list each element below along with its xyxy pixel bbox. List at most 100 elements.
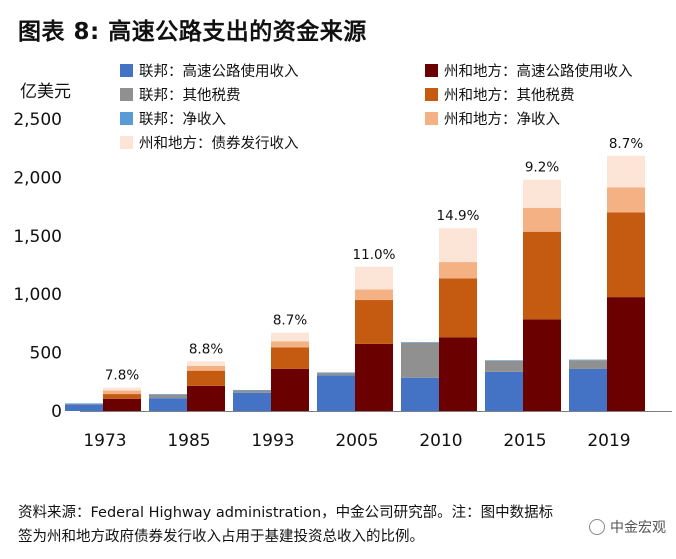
legend-item-state_other: 州和地方：其他税费 — [425, 84, 575, 105]
bar-1973-fed_net — [65, 403, 103, 404]
bar-2005-state_fuel — [355, 343, 393, 411]
bar-2005-state_other — [355, 300, 393, 344]
bar-1985-state_bond — [187, 361, 225, 367]
bar-2019-state_bond — [607, 155, 645, 188]
x-tick-label: 2015 — [503, 431, 546, 451]
bar-annotation: 9.2% — [525, 160, 559, 176]
legend-swatch-state_net — [425, 112, 438, 125]
legend-item-state_bond: 州和地方：债券发行收入 — [120, 132, 299, 153]
bar-1973-state_fuel — [103, 398, 141, 411]
title-text: 高速公路支出的资金来源 — [108, 19, 367, 45]
legend-item-fed_net: 联邦：净收入 — [120, 108, 226, 129]
source-line-1: 资料来源：Federal Highway administration，中金公司… — [18, 505, 554, 521]
legend-label-fed_net: 联邦：净收入 — [139, 112, 226, 128]
bar-1993-state_other — [271, 347, 309, 369]
bar-2015-state_bond — [523, 179, 561, 208]
bar-1985-fed_fuel — [149, 398, 187, 411]
bar-2015-fed_fuel — [485, 371, 523, 411]
bar-2015-fed_other — [485, 360, 523, 372]
y-tick-label: 1,000 — [13, 285, 62, 305]
wechat-icon — [589, 519, 605, 535]
bar-2015-state_fuel — [523, 319, 561, 411]
bar-2005-state_net — [355, 289, 393, 301]
bar-1985-state_fuel — [187, 385, 225, 411]
y-tick-label: 500 — [30, 344, 62, 364]
bar-1985-state_net — [187, 366, 225, 371]
bar-2019-state_fuel — [607, 297, 645, 411]
bar-annotation: 7.8% — [105, 368, 139, 384]
legend-swatch-fed_other — [120, 88, 133, 101]
x-tick-label: 1973 — [83, 431, 126, 451]
legend-item-fed_fuel: 联邦：高速公路使用收入 — [120, 60, 299, 81]
bar-annotation: 8.7% — [273, 313, 307, 329]
source-note: 资料来源：Federal Highway administration，中金公司… — [18, 501, 553, 549]
y-axis-unit: 亿美元 — [20, 82, 71, 102]
legend-label-state_fuel: 州和地方：高速公路使用收入 — [444, 64, 633, 80]
bar-2010-fed_net — [401, 342, 439, 343]
legend-label-state_net: 州和地方：净收入 — [444, 112, 560, 128]
bar-2010-state_other — [439, 278, 477, 338]
bar-2019-state_net — [607, 187, 645, 213]
bar-2015-fed_net — [485, 360, 523, 361]
legend-swatch-state_fuel — [425, 64, 438, 77]
bar-1993-state_bond — [271, 332, 309, 342]
legend-item-state_net: 州和地方：净收入 — [425, 108, 560, 129]
bar-1973-state_other — [103, 394, 141, 399]
y-tick-label: 1,500 — [13, 227, 62, 247]
bar-1993-fed_fuel — [233, 392, 271, 411]
bar-1993-fed_other — [233, 390, 271, 393]
bar-2010-fed_other — [401, 342, 439, 378]
legend-swatch-state_other — [425, 88, 438, 101]
bar-1985-fed_other — [149, 394, 187, 399]
x-tick-label: 2019 — [587, 431, 630, 451]
legend-label-state_other: 州和地方：其他税费 — [444, 88, 575, 104]
figure-label: 图表 8: — [18, 19, 100, 45]
legend-label-fed_fuel: 联邦：高速公路使用收入 — [139, 64, 299, 80]
watermark-text: 中金宏观 — [610, 520, 666, 536]
bar-2015-state_net — [523, 207, 561, 232]
bar-2010-state_bond — [439, 228, 477, 263]
bar-2019-state_other — [607, 212, 645, 298]
x-tick-label: 2005 — [335, 431, 378, 451]
bar-2010-state_net — [439, 262, 477, 279]
watermark: 中金宏观 — [589, 517, 666, 537]
legend-swatch-fed_fuel — [120, 64, 133, 77]
bar-2010-fed_fuel — [401, 377, 439, 411]
bar-2015-state_other — [523, 231, 561, 320]
bar-annotation: 14.9% — [437, 208, 480, 224]
x-tick-label: 1993 — [251, 431, 294, 451]
bar-annotation: 11.0% — [353, 247, 396, 263]
y-tick-label: 2,500 — [13, 110, 62, 130]
bar-1973-state_bond — [103, 387, 141, 391]
bar-1993-state_net — [271, 341, 309, 348]
bar-2019-fed_other — [569, 360, 607, 369]
legend-item-state_fuel: 州和地方：高速公路使用收入 — [425, 60, 633, 81]
bar-1985-fed_net — [149, 394, 187, 395]
legend-swatch-state_bond — [120, 136, 133, 149]
bar-2005-fed_other — [317, 373, 355, 376]
chart-title: 图表 8: 高速公路支出的资金来源 — [18, 12, 367, 46]
bar-annotation: 8.8% — [189, 341, 223, 357]
legend-label-state_bond: 州和地方：债券发行收入 — [139, 136, 299, 152]
bar-2019-fed_net — [569, 359, 607, 361]
bar-2010-state_fuel — [439, 337, 477, 411]
bar-annotation: 8.7% — [609, 136, 643, 152]
bar-1973-fed_other — [65, 403, 103, 405]
x-tick-label: 1985 — [167, 431, 210, 451]
bar-1973-state_net — [103, 390, 141, 395]
bar-1993-state_fuel — [271, 368, 309, 411]
bar-2005-fed_net — [317, 372, 355, 374]
source-line-2: 签为州和地方政府债券发行收入占用于基建投资总收入的比例。 — [18, 529, 424, 545]
bar-1993-fed_net — [233, 389, 271, 391]
bar-2005-state_bond — [355, 266, 393, 290]
legend-item-fed_other: 联邦：其他税费 — [120, 84, 241, 105]
legend-label-fed_other: 联邦：其他税费 — [139, 88, 241, 104]
x-tick-label: 2010 — [419, 431, 462, 451]
y-tick-label: 2,000 — [13, 168, 62, 188]
bar-1985-state_other — [187, 370, 225, 386]
bar-1973-fed_fuel — [65, 404, 103, 411]
chart-svg: 0 500 1,000 1,500 2,000 2,500 7.8% 1973 8.8% 1985… — [13, 110, 672, 451]
bar-2019-fed_fuel — [569, 368, 607, 411]
y-tick-label: 0 — [51, 402, 62, 422]
legend-swatch-fed_net — [120, 112, 133, 125]
